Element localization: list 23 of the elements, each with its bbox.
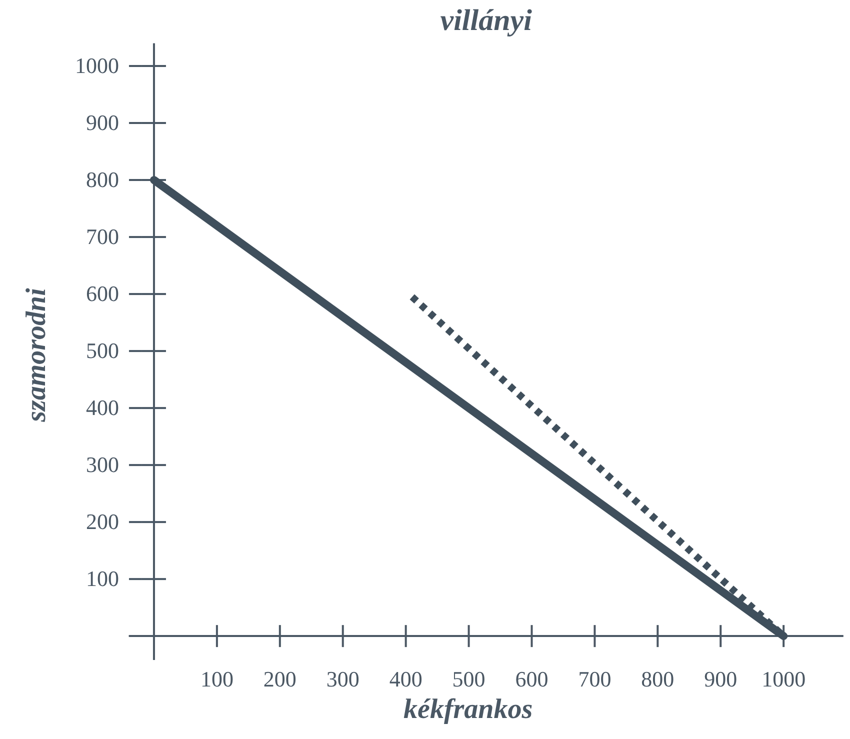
y-tick-label: 400 bbox=[86, 395, 119, 420]
y-tick-label: 100 bbox=[86, 566, 119, 592]
y-axis-title: szamorodni bbox=[21, 288, 52, 423]
x-tick-label: 600 bbox=[515, 666, 548, 692]
x-tick-label: 500 bbox=[452, 666, 486, 692]
x-tick-label: 400 bbox=[389, 666, 422, 692]
y-tick-label: 300 bbox=[86, 452, 119, 478]
y-tick-label: 700 bbox=[86, 224, 119, 250]
x-tick-label: 700 bbox=[578, 666, 612, 692]
x-tick-label: 100 bbox=[200, 666, 234, 692]
x-tick-label: 900 bbox=[704, 666, 738, 692]
x-tick-label: 800 bbox=[641, 666, 674, 692]
x-axis-title: kékfrankos bbox=[404, 694, 533, 725]
y-tick-label: 900 bbox=[86, 110, 119, 136]
chart-title: villányi bbox=[440, 4, 533, 37]
y-tick-label: 1000 bbox=[74, 53, 119, 78]
x-tick-label: 300 bbox=[326, 666, 360, 692]
x-tick-label: 1000 bbox=[762, 666, 806, 692]
y-tick-label: 200 bbox=[86, 509, 119, 534]
y-tick-label: 500 bbox=[86, 338, 119, 364]
x-tick-label: 200 bbox=[263, 666, 296, 692]
y-tick-label: 800 bbox=[86, 167, 119, 192]
y-tick-label: 600 bbox=[86, 281, 119, 306]
